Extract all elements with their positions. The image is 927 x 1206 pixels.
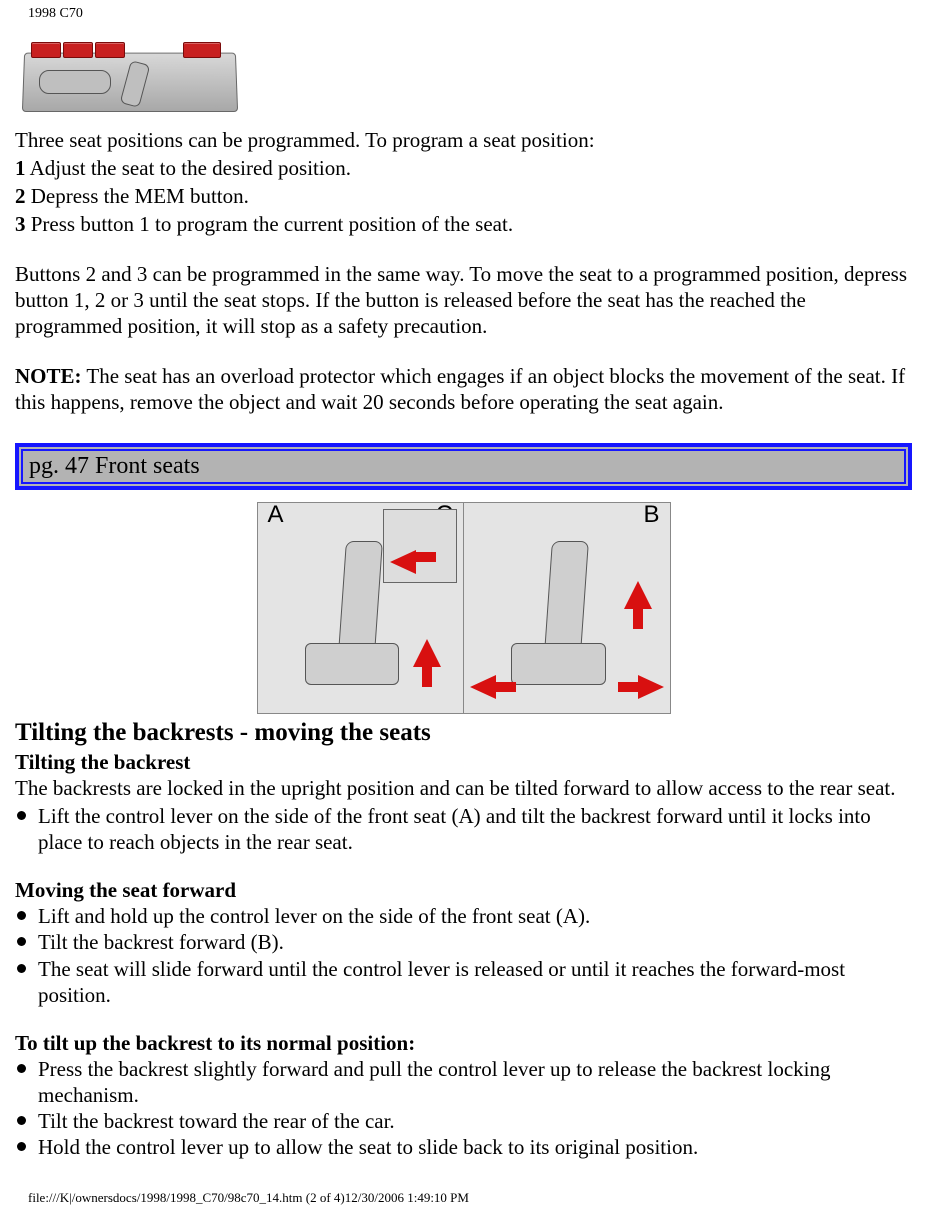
mem-button-icon: [183, 42, 221, 58]
bullet-text: The seat will slide forward until the co…: [38, 956, 912, 1008]
bullet-icon: [17, 811, 26, 820]
bullet-icon: [17, 1142, 26, 1151]
figure-label-a: A: [268, 501, 284, 529]
list-item: Tilt the backrest forward (B).: [15, 929, 912, 955]
bullet-text: Lift the control lever on the side of th…: [38, 803, 912, 855]
step-3: 3 Press button 1 to program the current …: [15, 211, 912, 237]
step-2-text: Depress the MEM button.: [26, 184, 249, 208]
bullet-icon: [17, 1116, 26, 1125]
page-banner: pg. 47 Front seats: [15, 443, 912, 490]
bullet-icon: [17, 1064, 26, 1073]
seat-position-knob-icon: [39, 70, 111, 94]
memory-button-2-icon: [63, 42, 93, 58]
list-item: Lift the control lever on the side of th…: [15, 803, 912, 855]
note-label: NOTE:: [15, 364, 82, 388]
list-item: The seat will slide forward until the co…: [15, 956, 912, 1008]
bullet-icon: [17, 937, 26, 946]
intro-line: Three seat positions can be programmed. …: [15, 127, 912, 153]
seat-memory-control-illustration: [15, 32, 243, 122]
bullet-text: Tilt the backrest forward (B).: [38, 929, 912, 955]
arrow-up-a-icon: [413, 639, 441, 667]
bullet-text: Hold the control lever up to allow the s…: [38, 1134, 912, 1160]
step-1-num: 1: [15, 156, 26, 180]
step-3-text: Press button 1 to program the current po…: [26, 212, 514, 236]
arrow-stem-lb-icon: [494, 682, 516, 692]
memory-button-1-icon: [31, 42, 61, 58]
note-line: NOTE: The seat has an overload protector…: [15, 363, 912, 415]
list-item: Tilt the backrest toward the rear of the…: [15, 1108, 912, 1134]
content-area: Three seat positions can be programmed. …: [0, 32, 927, 1160]
step-1-text: Adjust the seat to the desired position.: [26, 156, 351, 180]
arrow-up-b-icon: [624, 581, 652, 609]
arrow-left-b-icon: [470, 675, 496, 699]
list-item: Press the backrest slightly forward and …: [15, 1056, 912, 1108]
arrow-stem-rb-icon: [618, 682, 640, 692]
sub1-text: The backrests are locked in the upright …: [15, 775, 912, 801]
step-3-num: 3: [15, 212, 26, 236]
figure-panel-a: A C: [258, 503, 465, 713]
intro-follow: Buttons 2 and 3 can be programmed in the…: [15, 261, 912, 339]
arrow-stem-a-icon: [422, 665, 432, 687]
list-item: Lift and hold up the control lever on th…: [15, 903, 912, 929]
memory-button-3-icon: [95, 42, 125, 58]
seat-a-icon: [299, 541, 422, 699]
section-title: Tilting the backrests - moving the seats: [15, 719, 912, 747]
subhead-2: Moving the seat forward: [15, 877, 912, 903]
list-item: Hold the control lever up to allow the s…: [15, 1134, 912, 1160]
bullet-text: Lift and hold up the control lever on th…: [38, 903, 912, 929]
step-2-num: 2: [15, 184, 26, 208]
figure-panel-b: B: [464, 503, 670, 713]
bullet-icon: [17, 964, 26, 973]
bullet-text: Tilt the backrest toward the rear of the…: [38, 1108, 912, 1134]
arrow-stem-b-icon: [633, 607, 643, 629]
arrow-right-b-icon: [638, 675, 664, 699]
step-2: 2 Depress the MEM button.: [15, 183, 912, 209]
bullet-icon: [17, 911, 26, 920]
subhead-3: To tilt up the backrest to its normal po…: [15, 1030, 912, 1056]
figure-label-b: B: [643, 501, 659, 529]
step-1: 1 Adjust the seat to the desired positio…: [15, 155, 912, 181]
page-footer: file:///K|/ownersdocs/1998/1998_C70/98c7…: [0, 1160, 927, 1206]
seat-b-icon: [505, 541, 628, 699]
bullet-text: Press the backrest slightly forward and …: [38, 1056, 912, 1108]
note-text: The seat has an overload protector which…: [15, 364, 905, 414]
page-header: 1998 C70: [0, 0, 927, 22]
subhead-1: Tilting the backrest: [15, 749, 912, 775]
seat-figure: A C B: [257, 502, 671, 714]
